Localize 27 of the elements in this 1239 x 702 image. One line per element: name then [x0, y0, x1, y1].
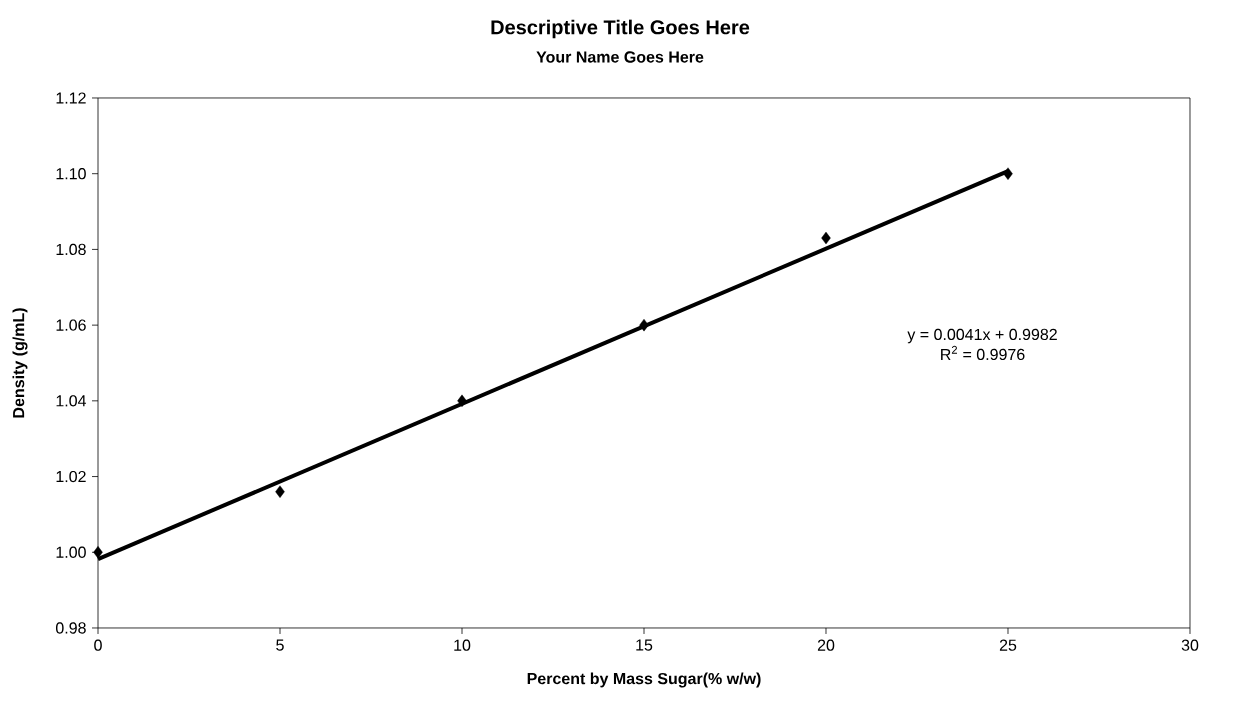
- y-tick-label: 1.06: [56, 319, 86, 331]
- annotation: R$^{2}$ = 0.9976: [941, 345, 1025, 361]
- point: [1003, 167, 1013, 180]
- point: [821, 231, 831, 245]
- annotation: y = 0.0041x + 0.9982: [907, 328, 1057, 344]
- point: [457, 394, 467, 408]
- y-tick-label: 1.04: [56, 395, 87, 407]
- x-tick-label: 25: [999, 639, 1017, 651]
- y-tick-label: 1.10: [56, 168, 86, 180]
- y-tick-label: 1.12: [56, 92, 86, 104]
- point: [639, 318, 649, 332]
- y-tick-label: 0.98: [55, 622, 86, 634]
- y-axis-title: Density (g/mL): [12, 308, 28, 418]
- x-tick-label: 30: [1181, 639, 1199, 651]
- y-tick-label: 1.00: [56, 546, 86, 558]
- point: [275, 485, 285, 498]
- chart-subtitle: Your Name Goes Here: [536, 51, 704, 63]
- point: [93, 546, 103, 559]
- x-tick-label: 10: [454, 639, 471, 651]
- x-tick-label: 15: [636, 639, 653, 651]
- chart-title: Descriptive Title Goes Here: [491, 19, 750, 39]
- x-axis-title: Percent by Mass Sugar(% w/w): [527, 672, 761, 688]
- x-tick-label: 20: [817, 639, 835, 651]
- x-tick-label: 0: [94, 639, 102, 651]
- y-tick-label: 1.02: [56, 470, 86, 483]
- x-tick-label: 5: [276, 639, 284, 651]
- y-tick-label: 1.08: [56, 243, 86, 256]
